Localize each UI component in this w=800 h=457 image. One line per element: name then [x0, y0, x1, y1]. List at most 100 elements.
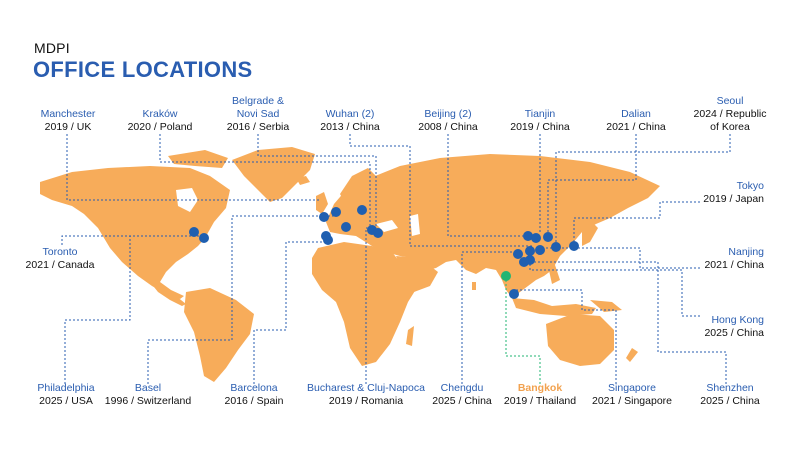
- brand-name: MDPI: [34, 40, 70, 56]
- city-name: Tokyo: [736, 180, 764, 192]
- land-masses: [40, 147, 660, 382]
- landmass-philippines: [548, 262, 560, 284]
- leader-barcelona: [253, 241, 328, 384]
- office-detail: 2021 / Singapore: [592, 395, 672, 407]
- label-nanjing: Nanjing 2021 / China: [704, 246, 764, 272]
- city-name: Singapore: [608, 382, 656, 394]
- office-detail: 2025 / China: [704, 327, 764, 339]
- marker-seoul: [551, 242, 561, 252]
- office-detail: 2016 / Spain: [224, 395, 284, 407]
- label-bucharest: Bucharest & Cluj-Napoca 2019 / Romania: [307, 382, 425, 408]
- marker-singapore: [509, 289, 519, 299]
- label-toronto: Toronto 2021 / Canada: [26, 246, 95, 272]
- landmass-sri-lanka: [472, 282, 476, 290]
- leader-philadelphia: [64, 235, 204, 384]
- office-detail: 2021 / China: [704, 259, 764, 271]
- landmass-south-america: [184, 288, 254, 382]
- label-seoul: Seoul 2024 / Republic of Korea: [694, 95, 767, 134]
- landmass-north-america: [40, 166, 230, 299]
- office-markers: [189, 205, 579, 299]
- water-black-sea: [376, 220, 398, 232]
- city-name: Manchester: [40, 108, 96, 120]
- city-name: Seoul: [716, 95, 744, 107]
- office-detail: 2013 / China: [320, 121, 380, 133]
- leader-belgrade: [257, 134, 377, 230]
- marker-chengdu: [513, 249, 523, 259]
- city-name: Kraków: [142, 108, 178, 120]
- leader-bangkok: [505, 276, 541, 384]
- label-shenzhen: Shenzhen 2025 / China: [700, 382, 760, 408]
- city-name: Hong Kong: [711, 314, 764, 326]
- office-detail: 2019 / Thailand: [503, 395, 577, 407]
- marker-romania: [341, 222, 351, 232]
- label-wuhan: Wuhan (2) 2013 / China: [320, 108, 380, 134]
- landmass-australia: [546, 314, 614, 366]
- marker-tianjin: [531, 233, 541, 243]
- landmass-greenland: [232, 147, 315, 202]
- office-detail: 2025 / USA: [39, 395, 93, 407]
- marker-toronto: [189, 227, 199, 237]
- city-name: Beijing (2): [424, 108, 472, 120]
- office-detail: 2008 / China: [418, 121, 478, 133]
- city-name: Dalian: [621, 108, 651, 120]
- label-singapore: Singapore 2021 / Singapore: [592, 382, 672, 408]
- city-name: Toronto: [42, 246, 78, 258]
- marker-tokyo: [569, 241, 579, 251]
- city-name: Chengdu: [440, 382, 484, 394]
- city-name: Bangkok: [517, 382, 563, 394]
- office-detail: 2025 / China: [700, 395, 760, 407]
- city-name: Barcelona: [230, 382, 278, 394]
- city-name: Wuhan (2): [325, 108, 375, 120]
- office-detail: 2019 / Japan: [703, 193, 764, 205]
- label-tianjin: Tianjin 2019 / China: [510, 108, 570, 134]
- city-name: Basel: [134, 382, 162, 394]
- label-philadelphia: Philadelphia 2025 / USA: [37, 382, 94, 408]
- landmass-arctic-islands: [168, 150, 228, 168]
- office-detail: 1996 / Switzerland: [104, 395, 192, 407]
- leader-toronto: [61, 232, 195, 245]
- marker-nanjing: [535, 245, 545, 255]
- landmass-new-guinea: [590, 300, 622, 312]
- water-caspian-sea: [410, 214, 420, 236]
- leader-basel: [147, 215, 336, 384]
- office-detail-line1: 2024 / Republic: [693, 108, 767, 120]
- label-dalian: Dalian 2021 / China: [606, 108, 666, 134]
- city-name: Bucharest & Cluj-Napoca: [307, 382, 425, 394]
- label-manchester: Manchester 2019 / UK: [41, 108, 96, 134]
- label-tokyo: Tokyo 2019 / Japan: [703, 180, 764, 206]
- office-detail: 2021 / Canada: [25, 259, 95, 271]
- marker-hongkong: [519, 257, 529, 267]
- landmass-madagascar: [406, 326, 414, 346]
- marker-philadelphia: [199, 233, 209, 243]
- landmass-uk: [316, 192, 328, 214]
- city-name: Nanjing: [728, 246, 764, 258]
- landmass-iceland: [296, 176, 310, 185]
- label-hongkong: Hong Kong 2025 / China: [704, 314, 764, 340]
- office-detail: 2019 / Romania: [328, 395, 404, 407]
- marker-wuhan: [525, 246, 535, 256]
- landmass-new-zealand: [626, 348, 638, 362]
- landmass-scandinavia: [340, 168, 378, 208]
- city-name-line1: Belgrade &: [232, 95, 284, 107]
- marker-barcelona: [323, 235, 333, 245]
- office-detail: 2025 / China: [432, 395, 492, 407]
- landmass-arabia: [396, 256, 438, 292]
- office-detail: 2019 / China: [510, 121, 570, 133]
- label-beijing: Beijing (2) 2008 / China: [418, 108, 478, 134]
- office-detail: 2016 / Serbia: [226, 121, 290, 133]
- leader-chengdu: [461, 251, 522, 384]
- office-detail: 2020 / Poland: [127, 121, 193, 133]
- label-chengdu: Chengdu 2025 / China: [432, 382, 492, 408]
- leader-wuhan: [349, 134, 534, 247]
- leader-dalian: [547, 134, 637, 234]
- landmass-indonesia: [512, 298, 596, 316]
- marker-bangkok: [501, 271, 511, 281]
- leader-krakow: [159, 134, 371, 226]
- landmass-japan: [582, 222, 598, 246]
- label-belgrade: Belgrade & Novi Sad 2016 / Serbia: [227, 95, 289, 134]
- city-name: Philadelphia: [37, 382, 95, 394]
- marker-beijing: [523, 231, 533, 241]
- leader-singapore: [514, 289, 617, 384]
- marker-basel: [331, 207, 341, 217]
